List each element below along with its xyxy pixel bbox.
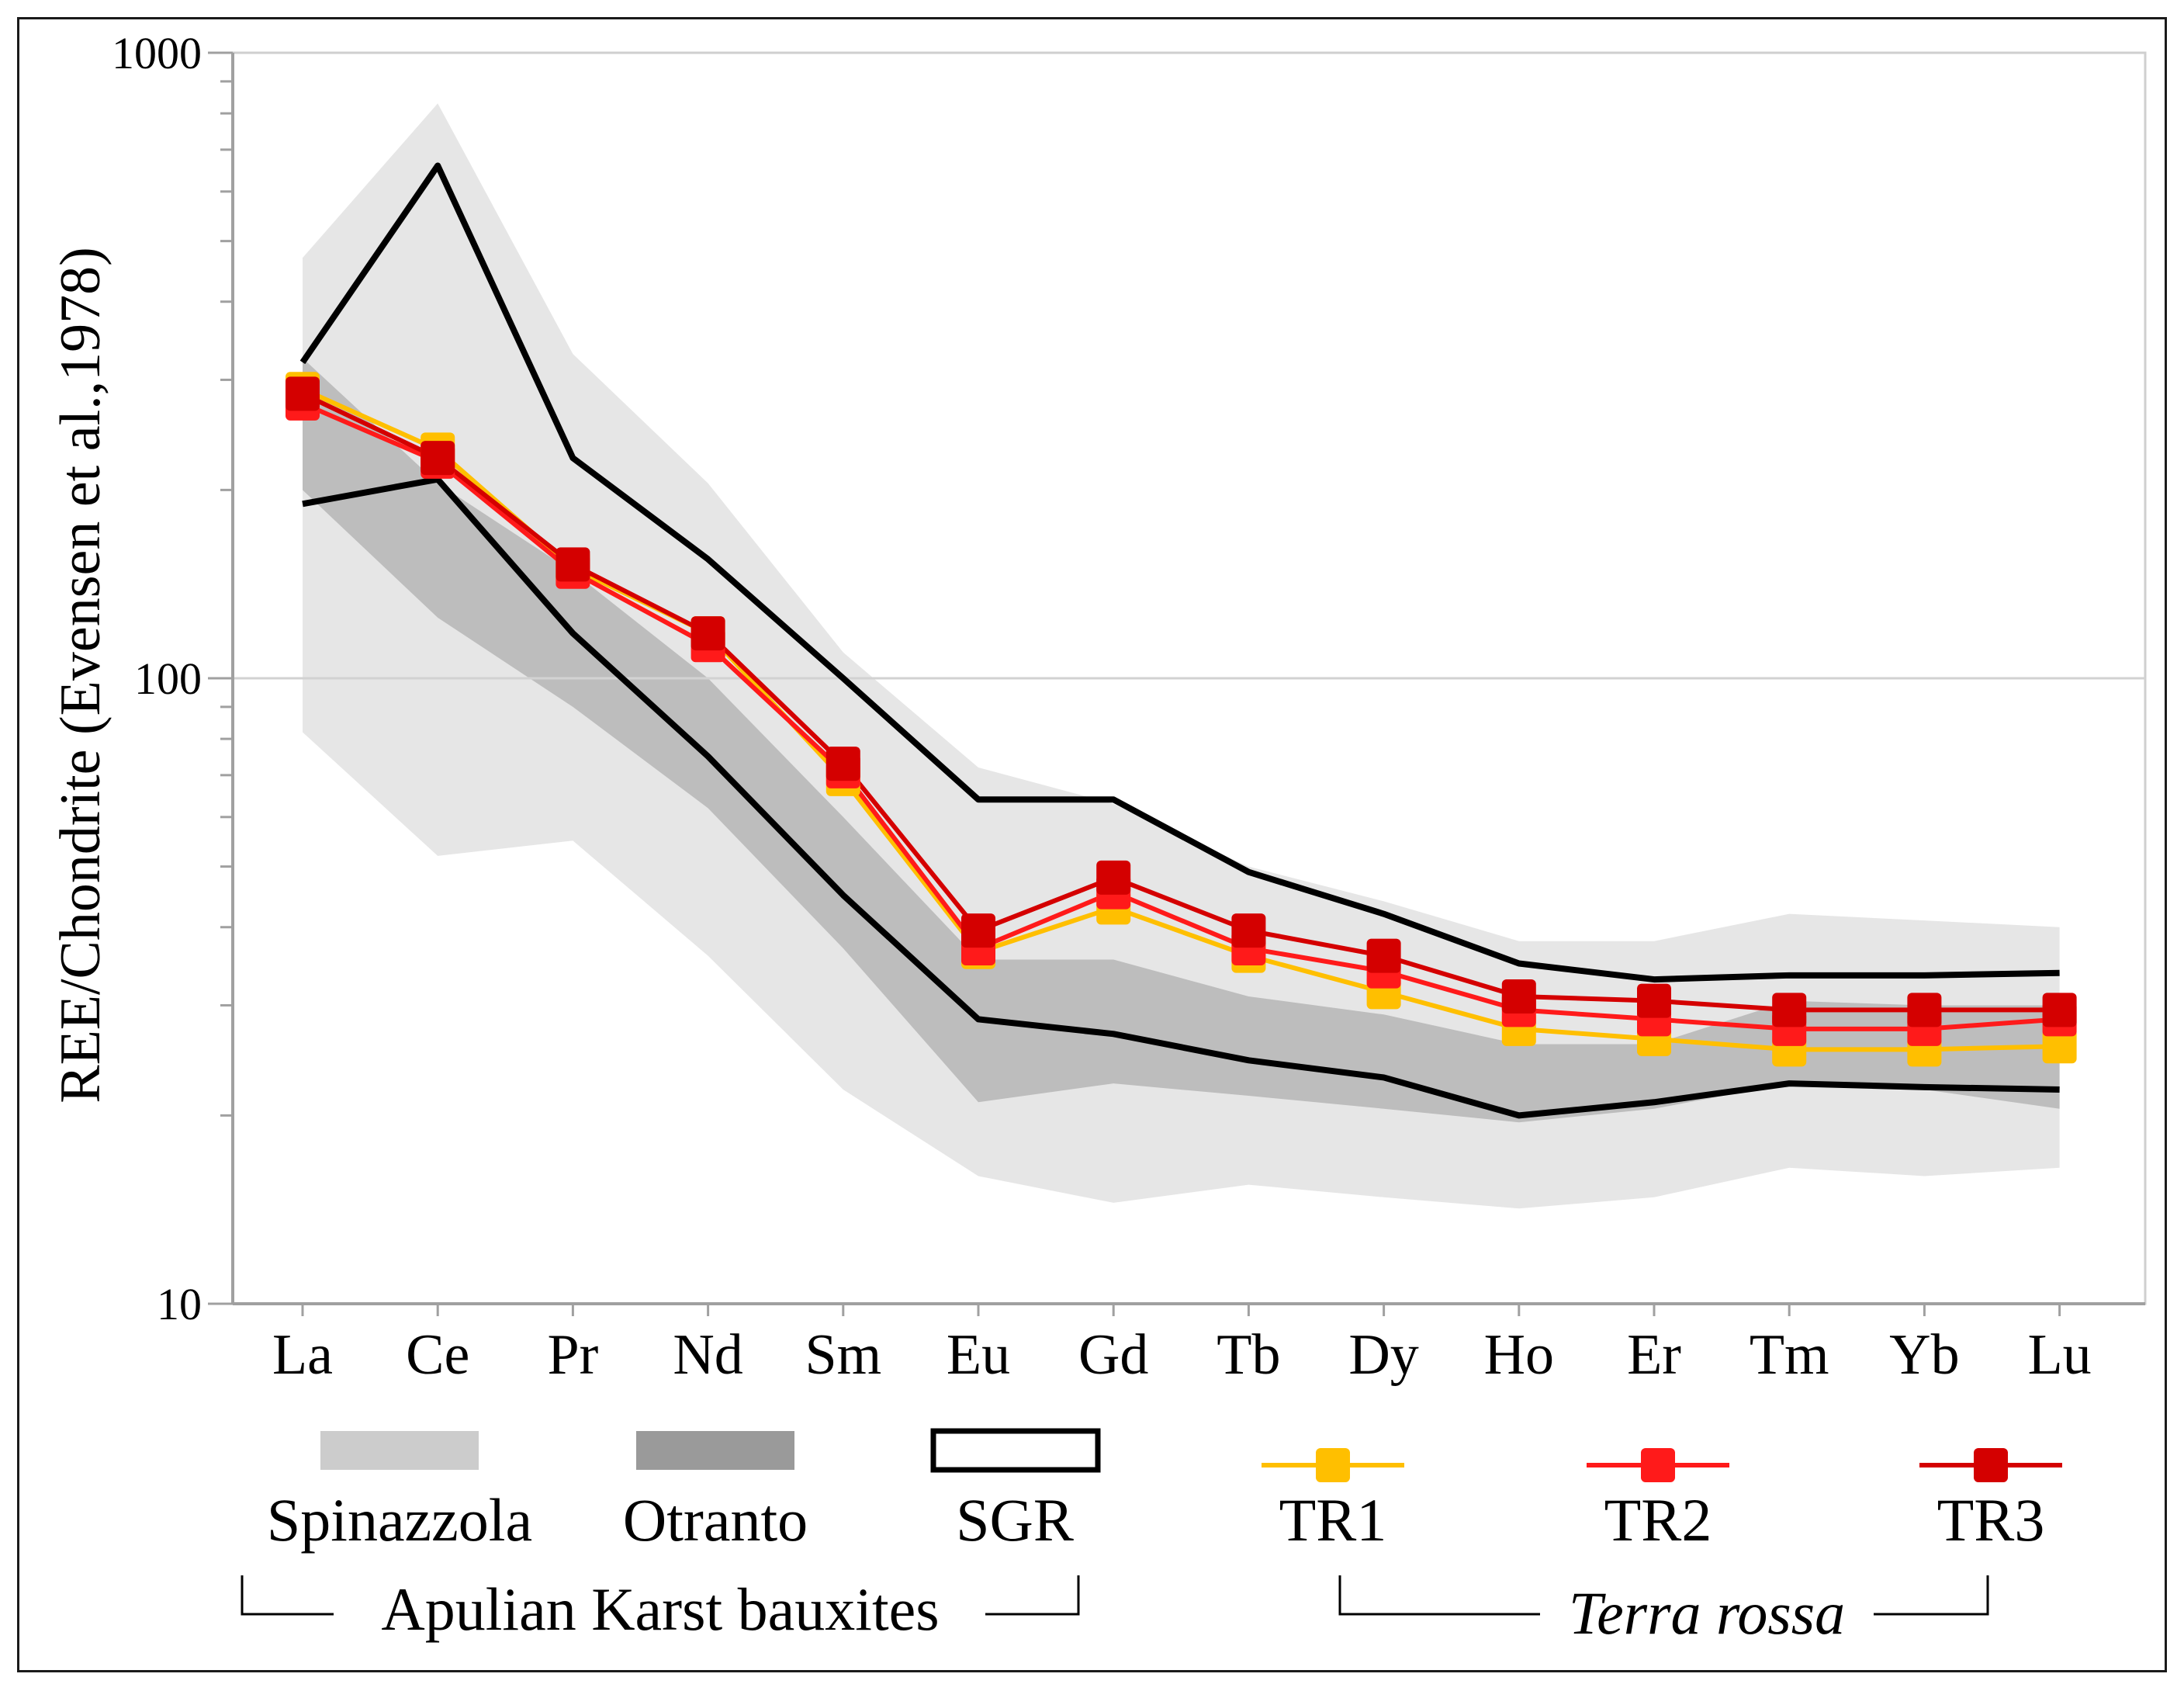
legend-group-apulian-karst-bauxites: Apulian Karst bauxites xyxy=(381,1575,939,1643)
x-tick-label-Tb: Tb xyxy=(1217,1323,1280,1387)
bracket-label-gap xyxy=(334,1575,985,1653)
sgr-lower-line xyxy=(302,476,2060,1119)
legend-label-tr1: TR1 xyxy=(1279,1486,1387,1554)
x-tick-label-Yb: Yb xyxy=(1889,1323,1959,1387)
series-tr1-point-Lu xyxy=(2042,1029,2077,1064)
x-tick-label-Gd: Gd xyxy=(1078,1323,1148,1387)
series-tr3-point-Er xyxy=(1637,983,1671,1018)
legend-group-terra-rossa: Terra rossa xyxy=(1569,1579,1845,1647)
legend-swatch-spinazzola xyxy=(320,1431,479,1470)
band-otranto xyxy=(303,358,2060,1123)
x-tick-label-Er: Er xyxy=(1627,1323,1681,1387)
series-tr3-point-Ce xyxy=(421,441,455,476)
x-tick-label-Eu: Eu xyxy=(947,1323,1010,1387)
y-tick-labels: 10 100 1000 xyxy=(112,28,202,1329)
series-tr3-point-Nd xyxy=(691,616,725,651)
series-tr3-point-Tm xyxy=(1772,993,1807,1027)
series-tr3-point-Ho xyxy=(1501,979,1536,1014)
legend-swatch-otranto xyxy=(636,1431,794,1470)
series-tr3-point-Dy xyxy=(1366,938,1401,973)
y-tick-label: 1000 xyxy=(112,28,202,78)
y-tick-label: 10 xyxy=(157,1279,202,1329)
legend-label-tr2: TR2 xyxy=(1604,1486,1712,1554)
series-tr3-point-Tb xyxy=(1231,913,1266,948)
series-tr3-point-Gd xyxy=(1096,860,1131,895)
legend-label-sgr: SGR xyxy=(956,1486,1074,1554)
series-layer xyxy=(286,372,2077,1067)
x-tick-label-Dy: Dy xyxy=(1348,1323,1418,1387)
legend-marker-tr2 xyxy=(1641,1448,1675,1482)
figure-frame xyxy=(17,17,2167,1672)
x-tick-label-Sm: Sm xyxy=(805,1323,881,1387)
series-tr3-line xyxy=(301,391,2060,1013)
legend: Spinazzola Otranto SGR TR1 TR2 TR3 Apulian Kar… xyxy=(241,1428,2062,1653)
legend-label-spinazzola: Spinazzola xyxy=(267,1486,532,1554)
series-tr2-line xyxy=(301,401,2060,1031)
band-spinazzola xyxy=(303,103,2060,1209)
series-tr3-point-La xyxy=(286,376,320,411)
x-tick-label-Ce: Ce xyxy=(406,1323,469,1387)
legend-marker-tr1 xyxy=(1316,1448,1350,1482)
series-tr3-point-Sm xyxy=(825,747,860,781)
y-axis-label: REE/Chondrite (Evensen et al.,1978) xyxy=(49,247,112,1104)
bands-layer xyxy=(303,103,2060,1209)
legend-marker-tr3 xyxy=(1974,1448,2008,1482)
x-tick-label-Lu: Lu xyxy=(2027,1323,2091,1387)
y-tick-label: 100 xyxy=(134,653,202,704)
sgr-upper-line xyxy=(299,162,2060,983)
legend-label-otranto: Otranto xyxy=(623,1486,808,1554)
series-tr1-line xyxy=(301,386,2060,1052)
x-tick-label-La: La xyxy=(272,1323,333,1387)
axes-layer xyxy=(208,51,2145,1316)
x-tick-labels: La Ce Pr Nd Sm Eu Gd Tb Dy Ho Er Tm Yb Lu xyxy=(272,1323,2092,1387)
sgr-envelope-layer xyxy=(299,162,2060,1119)
x-tick-label-Nd: Nd xyxy=(673,1323,742,1387)
series-tr3-point-Lu xyxy=(2042,993,2077,1027)
x-tick-label-Ho: Ho xyxy=(1484,1323,1554,1387)
series-tr3-point-Eu xyxy=(961,913,995,948)
series-tr3-point-Pr xyxy=(556,547,590,582)
x-tick-label-Tm: Tm xyxy=(1750,1323,1829,1387)
bracket-label-gap xyxy=(1540,1575,1874,1653)
legend-swatch-sgr xyxy=(930,1428,1101,1473)
legend-label-tr3: TR3 xyxy=(1937,1486,2045,1554)
series-tr3-point-Yb xyxy=(1907,993,1942,1027)
x-tick-label-Pr: Pr xyxy=(547,1323,598,1387)
